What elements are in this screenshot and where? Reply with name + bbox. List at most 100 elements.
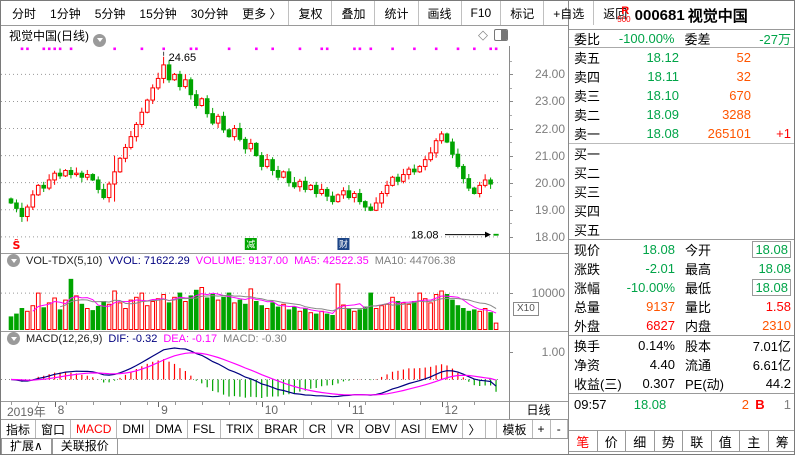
period-tab-0[interactable]: 分时 bbox=[12, 6, 37, 21]
toolbar-period-tabs: 分时 1分钟 5分钟 15分钟 30分钟 更多 〉 bbox=[1, 1, 288, 25]
quote-tab-7[interactable]: 筹 bbox=[775, 434, 789, 450]
volume-ma5-value: MA5: 42522.35 bbox=[294, 254, 369, 267]
period-label[interactable]: 日线 bbox=[526, 403, 551, 417]
indicator-tab-11[interactable]: ASI bbox=[396, 420, 427, 438]
price-axis-label: 20.00 bbox=[534, 175, 565, 190]
period-tab-4[interactable]: 30分钟 bbox=[190, 6, 229, 21]
collapse-volume-icon[interactable] bbox=[7, 254, 20, 267]
split-view-icon[interactable] bbox=[494, 29, 508, 41]
axis-tick bbox=[509, 60, 512, 62]
quote-header: R 500 000681 视觉中国 bbox=[569, 1, 794, 30]
quote-tab-0[interactable]: 笔 bbox=[569, 431, 598, 451]
weibi-row: 委比 -100.00% 委差 -27万 bbox=[569, 30, 794, 48]
action-button-5[interactable]: 标记 bbox=[500, 1, 543, 25]
indicator-tab-12[interactable]: EMV bbox=[426, 420, 464, 438]
weicha-value: -27万 bbox=[759, 32, 791, 47]
stat-row: 收益(三) 0.307 PE(动) 44.2 bbox=[569, 374, 794, 393]
stat-value: 6.61亿 bbox=[752, 358, 791, 373]
time-axis-tick bbox=[365, 402, 367, 405]
price-axis-label: 23.00 bbox=[534, 94, 565, 109]
zoom-in-button[interactable]: + bbox=[533, 420, 551, 438]
stat-value-inner: 18.08 bbox=[752, 241, 791, 258]
quote-tab-4[interactable]: 联 bbox=[683, 431, 712, 451]
indicator-tab-4[interactable]: DMA bbox=[150, 420, 189, 438]
indicator-tab-0[interactable]: 指标 bbox=[1, 420, 37, 438]
svg-text:Ŝ: Ŝ bbox=[12, 239, 20, 252]
volume-chart[interactable] bbox=[1, 267, 509, 331]
indicator-tab-7[interactable]: BRAR bbox=[259, 420, 304, 438]
rights-badge: R 500 bbox=[617, 4, 631, 24]
quote-tab-5[interactable]: 值 bbox=[712, 431, 740, 451]
tick-row[interactable]: 09:57 18.08 2 B 1 bbox=[569, 394, 794, 414]
action-button-6[interactable]: +自选 bbox=[543, 1, 593, 25]
quote-tab-1[interactable]: 价 bbox=[598, 431, 626, 451]
sell-level-label: 卖四 bbox=[574, 70, 601, 85]
buy-level-row[interactable]: 买三 bbox=[569, 182, 794, 201]
linked-quotes-button[interactable]: 关联报价 bbox=[51, 439, 118, 454]
period-tab-3[interactable]: 15分钟 bbox=[139, 6, 177, 21]
time-axis-tick bbox=[201, 402, 203, 405]
indicator-tab-13[interactable]: 〉 bbox=[463, 420, 487, 438]
sell-level-row[interactable]: 卖一 18.08 265101 +1 bbox=[569, 124, 794, 143]
stat-value: 7.01亿 bbox=[752, 339, 791, 354]
macd-chart[interactable] bbox=[1, 345, 509, 401]
price-axis-label: 24.00 bbox=[534, 67, 565, 82]
indicator-tab-5[interactable]: FSL bbox=[188, 420, 222, 438]
quote-tab-3[interactable]: 势 bbox=[655, 431, 683, 451]
stat-label: 涨幅 bbox=[574, 281, 601, 296]
tick-time: 09:57 bbox=[574, 396, 607, 412]
action-button-3[interactable]: 画线 bbox=[417, 1, 461, 25]
chevron-down-icon[interactable] bbox=[93, 33, 106, 47]
price-axis-label: 21.00 bbox=[534, 148, 565, 163]
sell-level-row[interactable]: 卖五 18.12 52 bbox=[569, 48, 794, 67]
action-button-4[interactable]: F10 bbox=[460, 1, 501, 25]
volume-indicator-name: VOL-TDX(5,10) bbox=[26, 254, 103, 267]
volume-multiplier-badge: X10 bbox=[513, 302, 539, 317]
action-button-0[interactable]: 复权 bbox=[288, 1, 331, 25]
indicator-tab-2[interactable]: MACD bbox=[71, 420, 118, 438]
buy-level-row[interactable]: 买四 bbox=[569, 201, 794, 220]
action-button-7[interactable]: 返回 bbox=[593, 1, 636, 25]
buy-level-row[interactable]: 买五 bbox=[569, 220, 794, 239]
stat-value: -10.00% bbox=[626, 280, 675, 295]
period-tab-2[interactable]: 5分钟 bbox=[94, 6, 126, 21]
period-tab-5[interactable]: 更多 〉 bbox=[242, 6, 282, 21]
time-axis-tick bbox=[38, 402, 40, 405]
sell-level-row[interactable]: 卖四 18.11 32 bbox=[569, 67, 794, 86]
indicator-tab-1[interactable]: 窗口 bbox=[36, 420, 72, 438]
axis-tick bbox=[509, 87, 512, 89]
template-button[interactable]: 模板 bbox=[496, 420, 533, 438]
quote-tab-2[interactable]: 细 bbox=[626, 431, 655, 451]
indicator-tab-9[interactable]: VR bbox=[332, 420, 360, 438]
quote-tab-6[interactable]: 主 bbox=[740, 431, 769, 451]
indicator-tab-8[interactable]: CR bbox=[304, 420, 333, 438]
stat-row: 净资 4.40 流通 6.61亿 bbox=[569, 355, 794, 374]
expand-button[interactable]: 扩展∧ bbox=[1, 439, 52, 454]
sell-level-row[interactable]: 卖三 18.10 670 bbox=[569, 86, 794, 105]
svg-text:财: 财 bbox=[339, 239, 348, 250]
buy-level-row[interactable]: 买一 bbox=[569, 144, 794, 163]
action-button-2[interactable]: 统计 bbox=[374, 1, 417, 25]
month-tick bbox=[348, 402, 350, 407]
weibi-label: 委比 bbox=[574, 32, 601, 47]
candlestick-chart[interactable]: Ŝ 减 财 24.65 18.08 bbox=[1, 46, 509, 253]
month-tick bbox=[158, 402, 160, 407]
sell-level-extra: +1 bbox=[776, 126, 791, 141]
stat-value: 0.307 bbox=[642, 376, 675, 391]
indicator-tab-6[interactable]: TRIX bbox=[221, 420, 260, 438]
stat-value: -2.01 bbox=[645, 261, 675, 276]
indicator-tab-3[interactable]: DMI bbox=[117, 420, 151, 438]
buy-queue: 买一 买二 买三 买四 买五 bbox=[569, 144, 794, 240]
zoom-out-button[interactable]: - bbox=[551, 420, 568, 438]
sell-level-row[interactable]: 卖二 18.09 3288 bbox=[569, 105, 794, 124]
collapse-macd-icon[interactable] bbox=[7, 332, 20, 345]
stat-label: 总量 bbox=[574, 300, 601, 315]
volume-pane-header: VOL-TDX(5,10) VVOL: 71622.29 VOLUME: 913… bbox=[7, 254, 455, 267]
buy-level-row[interactable]: 买二 bbox=[569, 163, 794, 182]
action-button-1[interactable]: 叠加 bbox=[331, 1, 374, 25]
weicha-label: 委差 bbox=[684, 32, 711, 47]
diamond-marker-icon[interactable]: ◇ bbox=[478, 27, 488, 42]
period-tab-1[interactable]: 1分钟 bbox=[50, 6, 81, 21]
indicator-tab-10[interactable]: OBV bbox=[360, 420, 397, 438]
month-label: 11 bbox=[351, 403, 365, 417]
